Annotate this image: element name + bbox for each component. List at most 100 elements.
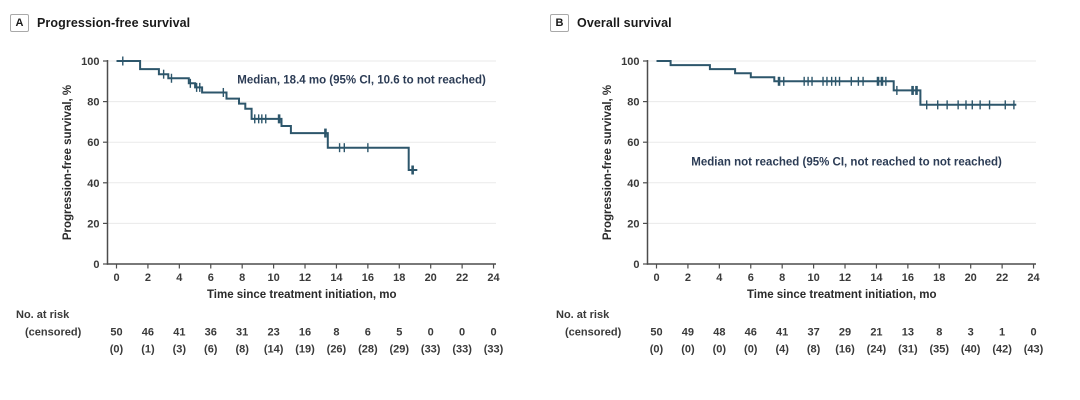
median-annotation: Median not reached (95% CI, not reached …: [691, 157, 1002, 169]
svg-text:20: 20: [627, 218, 639, 230]
svg-text:37: 37: [807, 327, 819, 339]
risk-table: No. at risk (censored) 50 (0) 49 (0) 48 (0) 46 (0…: [556, 309, 1044, 356]
svg-text:(4): (4): [775, 344, 789, 356]
svg-text:Median, 18.4 mo (95% CI, 10.6: Median, 18.4 mo (95% CI, 10.6 to not rea…: [237, 74, 486, 86]
svg-text:50: 50: [650, 327, 662, 339]
svg-text:(26): (26): [327, 344, 347, 356]
svg-text:10: 10: [807, 272, 819, 284]
svg-text:41: 41: [776, 327, 788, 339]
svg-text:3: 3: [968, 327, 974, 339]
svg-text:36: 36: [205, 327, 217, 339]
svg-text:0: 0: [653, 272, 659, 284]
svg-text:14: 14: [330, 272, 343, 284]
svg-text:(28): (28): [358, 344, 378, 356]
svg-text:0: 0: [113, 272, 119, 284]
svg-text:(43): (43): [1024, 344, 1044, 356]
svg-text:8: 8: [333, 327, 339, 339]
svg-text:(0): (0): [744, 344, 758, 356]
svg-text:8: 8: [936, 327, 942, 339]
svg-text:(8): (8): [807, 344, 821, 356]
svg-text:2: 2: [145, 272, 151, 284]
panel-a-letter-badge: A: [10, 14, 29, 32]
svg-text:(35): (35): [929, 344, 949, 356]
svg-text:(33): (33): [452, 344, 472, 356]
censor-marks: [122, 56, 414, 175]
panel-progression-free-survival: A Progression-free survival 0 20 40 60 80 100…: [10, 14, 504, 356]
panel-b-header: B Overall survival: [550, 14, 672, 32]
svg-text:6: 6: [365, 327, 371, 339]
svg-text:22: 22: [996, 272, 1008, 284]
risk-table: No. at risk(censored) 50(0)46(1)41(3)36(6…: [16, 309, 504, 356]
svg-text:(8): (8): [235, 344, 249, 356]
svg-text:46: 46: [142, 327, 154, 339]
panel-a-title: Progression-free survival: [37, 16, 191, 30]
svg-text:20: 20: [87, 218, 99, 230]
svg-text:10: 10: [267, 272, 279, 284]
svg-text:40: 40: [87, 178, 99, 190]
svg-text:0: 0: [428, 327, 434, 339]
svg-text:46: 46: [745, 327, 757, 339]
svg-text:No. at risk: No. at risk: [556, 309, 610, 321]
svg-text:20: 20: [425, 272, 437, 284]
svg-text:16: 16: [299, 327, 311, 339]
svg-text:(1): (1): [141, 344, 155, 356]
svg-text:24: 24: [487, 272, 500, 284]
svg-text:4: 4: [716, 272, 723, 284]
svg-text:23: 23: [267, 327, 279, 339]
svg-text:Progression-free survival, %: Progression-free survival, %: [62, 85, 74, 240]
svg-text:48: 48: [713, 327, 725, 339]
svg-text:(censored): (censored): [565, 327, 622, 339]
svg-text:4: 4: [176, 272, 183, 284]
svg-text:(40): (40): [961, 344, 981, 356]
svg-text:0: 0: [1030, 327, 1036, 339]
median-annotation: Median, 18.4 mo (95% CI, 10.6 to not rea…: [237, 74, 486, 86]
svg-text:6: 6: [208, 272, 214, 284]
svg-text:60: 60: [627, 137, 639, 149]
svg-text:(0): (0): [681, 344, 695, 356]
svg-text:31: 31: [236, 327, 248, 339]
svg-text:14: 14: [870, 272, 883, 284]
panel-b-title: Overall survival: [577, 16, 672, 30]
svg-text:49: 49: [682, 327, 694, 339]
svg-text:0: 0: [459, 327, 465, 339]
svg-text:(24): (24): [867, 344, 887, 356]
svg-text:6: 6: [748, 272, 754, 284]
survival-curve: [656, 60, 1017, 106]
svg-text:24: 24: [1027, 272, 1040, 284]
svg-text:(censored): (censored): [25, 327, 82, 339]
axis-titles: Time since treatment initiation, mo Progr…: [62, 85, 397, 301]
svg-text:16: 16: [902, 272, 914, 284]
svg-text:8: 8: [779, 272, 785, 284]
svg-text:1: 1: [999, 327, 1005, 339]
svg-text:(33): (33): [421, 344, 441, 356]
svg-text:(0): (0): [650, 344, 664, 356]
svg-text:5: 5: [396, 327, 402, 339]
svg-text:60: 60: [87, 137, 99, 149]
svg-text:13: 13: [902, 327, 914, 339]
svg-text:(42): (42): [992, 344, 1012, 356]
svg-text:(33): (33): [484, 344, 504, 356]
svg-text:100: 100: [81, 56, 99, 68]
svg-text:Median not reached (95% CI, no: Median not reached (95% CI, not reached …: [691, 157, 1002, 169]
svg-text:No. at risk: No. at risk: [16, 309, 70, 321]
svg-text:(19): (19): [295, 344, 315, 356]
gridlines: [647, 60, 1036, 224]
svg-text:20: 20: [965, 272, 977, 284]
svg-text:12: 12: [299, 272, 311, 284]
svg-text:Time since treatment initiatio: Time since treatment initiation, mo: [207, 289, 397, 301]
gridlines: [107, 60, 496, 224]
svg-text:(16): (16): [835, 344, 855, 356]
svg-text:18: 18: [933, 272, 945, 284]
censor-marks: [777, 76, 1015, 110]
svg-text:(0): (0): [713, 344, 727, 356]
svg-text:(29): (29): [389, 344, 409, 356]
svg-text:100: 100: [621, 56, 639, 68]
svg-text:80: 80: [87, 97, 99, 109]
svg-text:Progression-free survival, %: Progression-free survival, %: [602, 85, 614, 240]
panel-b-letter-badge: B: [550, 14, 569, 32]
